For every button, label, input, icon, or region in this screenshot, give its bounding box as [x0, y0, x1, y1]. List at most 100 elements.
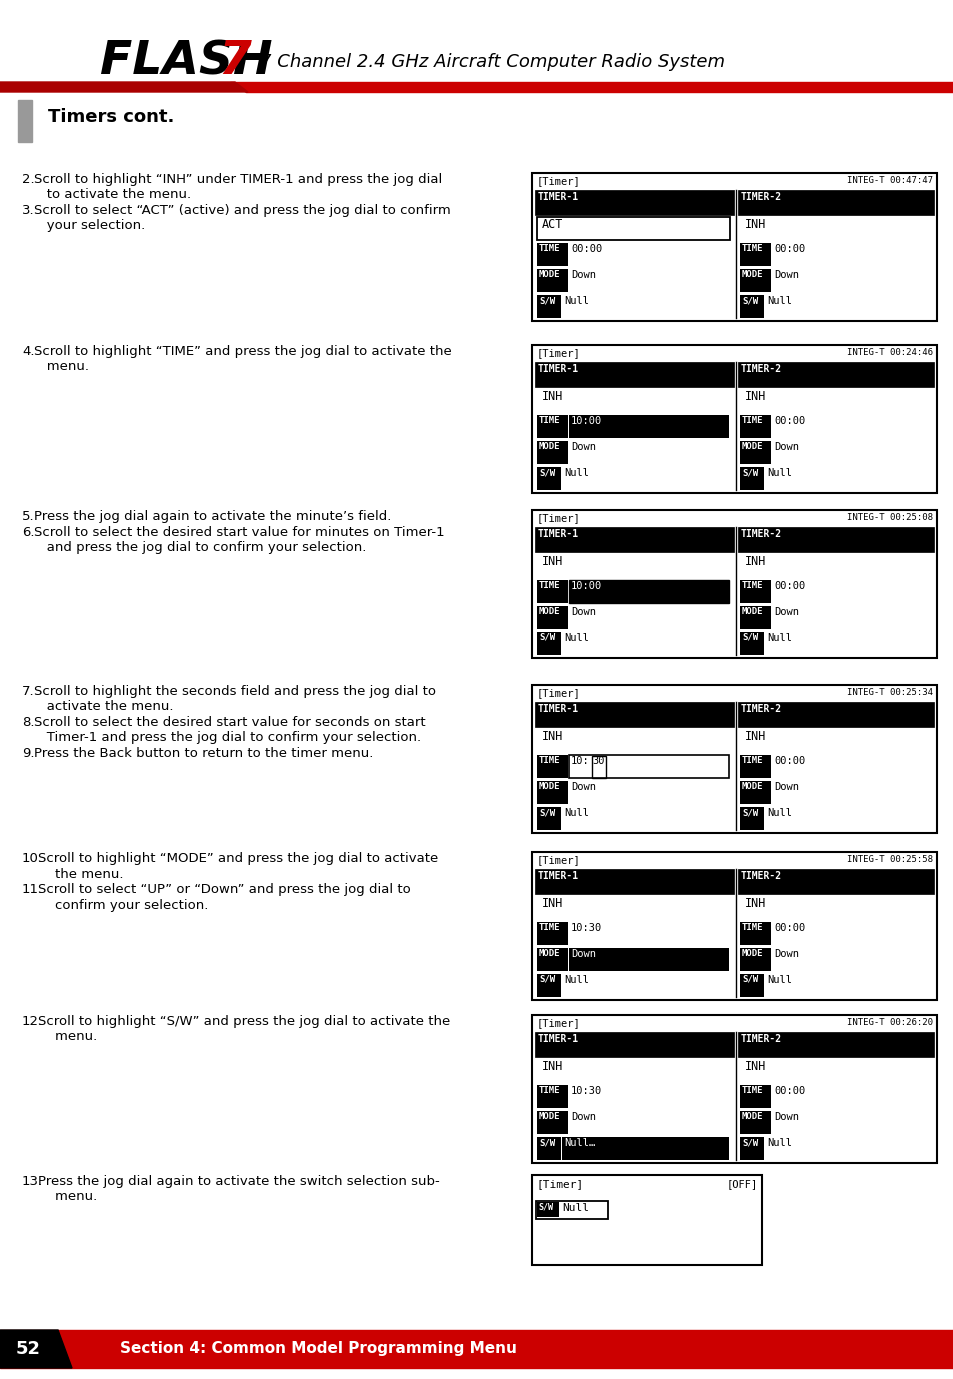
Text: Scroll to highlight “TIME” and press the jog dial to activate the: Scroll to highlight “TIME” and press the…: [34, 345, 452, 359]
Text: 30: 30: [592, 756, 604, 765]
Bar: [537, 269, 567, 292]
Text: TIMER-2: TIMER-2: [740, 1034, 781, 1044]
Text: 2.: 2.: [22, 172, 34, 186]
Bar: [738, 1031, 933, 1056]
Text: to activate the menu.: to activate the menu.: [34, 189, 191, 201]
Text: 8.: 8.: [22, 716, 34, 729]
Text: TIME: TIME: [741, 756, 762, 765]
Bar: [535, 190, 733, 215]
Text: menu.: menu.: [34, 360, 89, 374]
Bar: [740, 754, 770, 778]
Text: [Timer]: [Timer]: [537, 688, 580, 698]
Bar: [535, 869, 733, 894]
Bar: [537, 581, 567, 603]
Bar: [532, 172, 936, 321]
Bar: [740, 441, 770, 463]
Text: TIMER-2: TIMER-2: [740, 705, 781, 714]
Text: INH: INH: [541, 554, 563, 568]
Bar: [568, 947, 728, 971]
Text: 6.: 6.: [22, 525, 34, 539]
Bar: [537, 632, 560, 655]
Text: Scroll to highlight the seconds field and press the jog dial to: Scroll to highlight the seconds field an…: [34, 685, 436, 698]
Text: [Timer]: [Timer]: [537, 855, 580, 865]
Text: 10:30: 10:30: [571, 923, 601, 934]
Text: your selection.: your selection.: [34, 219, 145, 233]
Text: S/W: S/W: [537, 1202, 553, 1212]
Text: 00:00: 00:00: [773, 1087, 804, 1096]
Text: Scroll to select the desired start value for seconds on start: Scroll to select the desired start value…: [34, 716, 425, 729]
Text: Down: Down: [571, 782, 596, 792]
Text: INH: INH: [541, 1060, 563, 1073]
Text: Down: Down: [773, 782, 799, 792]
Text: S/W: S/W: [741, 808, 758, 816]
Text: 3.: 3.: [22, 204, 34, 217]
Polygon shape: [230, 81, 953, 92]
Text: Null: Null: [563, 296, 588, 306]
Text: MODE: MODE: [538, 270, 560, 279]
Text: S/W: S/W: [741, 296, 758, 305]
Text: FLASH: FLASH: [100, 40, 273, 84]
Text: Section 4: Common Model Programming Menu: Section 4: Common Model Programming Menu: [120, 1342, 517, 1357]
Text: Down: Down: [571, 1111, 596, 1123]
Bar: [740, 581, 770, 603]
Text: Null: Null: [766, 467, 791, 479]
Text: the menu.: the menu.: [38, 867, 123, 881]
Text: MODE: MODE: [741, 270, 762, 279]
Text: Null: Null: [766, 1138, 791, 1147]
Text: MODE: MODE: [538, 782, 560, 792]
Text: S/W: S/W: [538, 467, 555, 477]
Bar: [537, 415, 567, 439]
Text: MODE: MODE: [741, 949, 762, 958]
Text: S/W: S/W: [741, 1138, 758, 1147]
Text: TIME: TIME: [741, 416, 762, 425]
Text: Press the jog dial again to activate the switch selection sub-: Press the jog dial again to activate the…: [38, 1175, 439, 1187]
Text: Scroll to select the desired start value for minutes on Timer-1: Scroll to select the desired start value…: [34, 525, 444, 539]
Text: 9.: 9.: [22, 747, 34, 760]
Bar: [740, 781, 770, 804]
Bar: [740, 243, 770, 266]
Text: Null…: Null…: [563, 1138, 595, 1147]
Text: Press the jog dial again to activate the minute’s field.: Press the jog dial again to activate the…: [34, 510, 391, 523]
Text: S/W: S/W: [741, 975, 758, 985]
Text: INTEG-T 00:25:08: INTEG-T 00:25:08: [846, 513, 932, 523]
Text: Scroll to highlight “INH” under TIMER-1 and press the jog dial: Scroll to highlight “INH” under TIMER-1 …: [34, 172, 442, 186]
Text: S/W: S/W: [538, 1138, 555, 1147]
Text: S/W: S/W: [538, 808, 555, 816]
Bar: [740, 1085, 770, 1107]
Text: 12.: 12.: [22, 1015, 43, 1027]
Text: 00:00: 00:00: [773, 244, 804, 254]
Text: [Timer]: [Timer]: [537, 1179, 583, 1189]
Bar: [740, 1138, 763, 1160]
Bar: [568, 415, 728, 439]
Text: Down: Down: [571, 607, 596, 616]
Text: INH: INH: [744, 218, 765, 232]
Text: Scroll to select “UP” or “Down” and press the jog dial to: Scroll to select “UP” or “Down” and pres…: [38, 883, 411, 896]
Text: INTEG-T 00:47:47: INTEG-T 00:47:47: [846, 177, 932, 185]
Text: TIMER-2: TIMER-2: [740, 192, 781, 201]
Bar: [561, 1138, 728, 1160]
Text: Null: Null: [563, 808, 588, 818]
Text: Null: Null: [563, 467, 588, 479]
Bar: [0, 1329, 953, 1368]
Bar: [532, 510, 936, 658]
Text: INH: INH: [541, 390, 563, 403]
Text: 7: 7: [218, 40, 251, 84]
Text: MODE: MODE: [538, 607, 560, 616]
Text: Scroll to highlight “MODE” and press the jog dial to activate: Scroll to highlight “MODE” and press the…: [38, 852, 437, 865]
Text: confirm your selection.: confirm your selection.: [38, 899, 208, 912]
Text: TIMER-1: TIMER-1: [537, 364, 578, 374]
Text: Down: Down: [773, 607, 799, 616]
Bar: [537, 974, 560, 997]
Text: 10:30: 10:30: [571, 1087, 601, 1096]
Bar: [537, 441, 567, 463]
Text: Down: Down: [571, 270, 596, 280]
Text: INTEG-T 00:26:20: INTEG-T 00:26:20: [846, 1018, 932, 1027]
Bar: [537, 605, 567, 629]
Text: 7 Channel 2.4 GHz Aircraft Computer Radio System: 7 Channel 2.4 GHz Aircraft Computer Radi…: [260, 52, 724, 70]
Bar: [738, 190, 933, 215]
Text: ACT: ACT: [541, 218, 563, 232]
Bar: [537, 754, 567, 778]
Bar: [740, 807, 763, 830]
Text: 10:00: 10:00: [571, 416, 601, 426]
Bar: [532, 685, 936, 833]
